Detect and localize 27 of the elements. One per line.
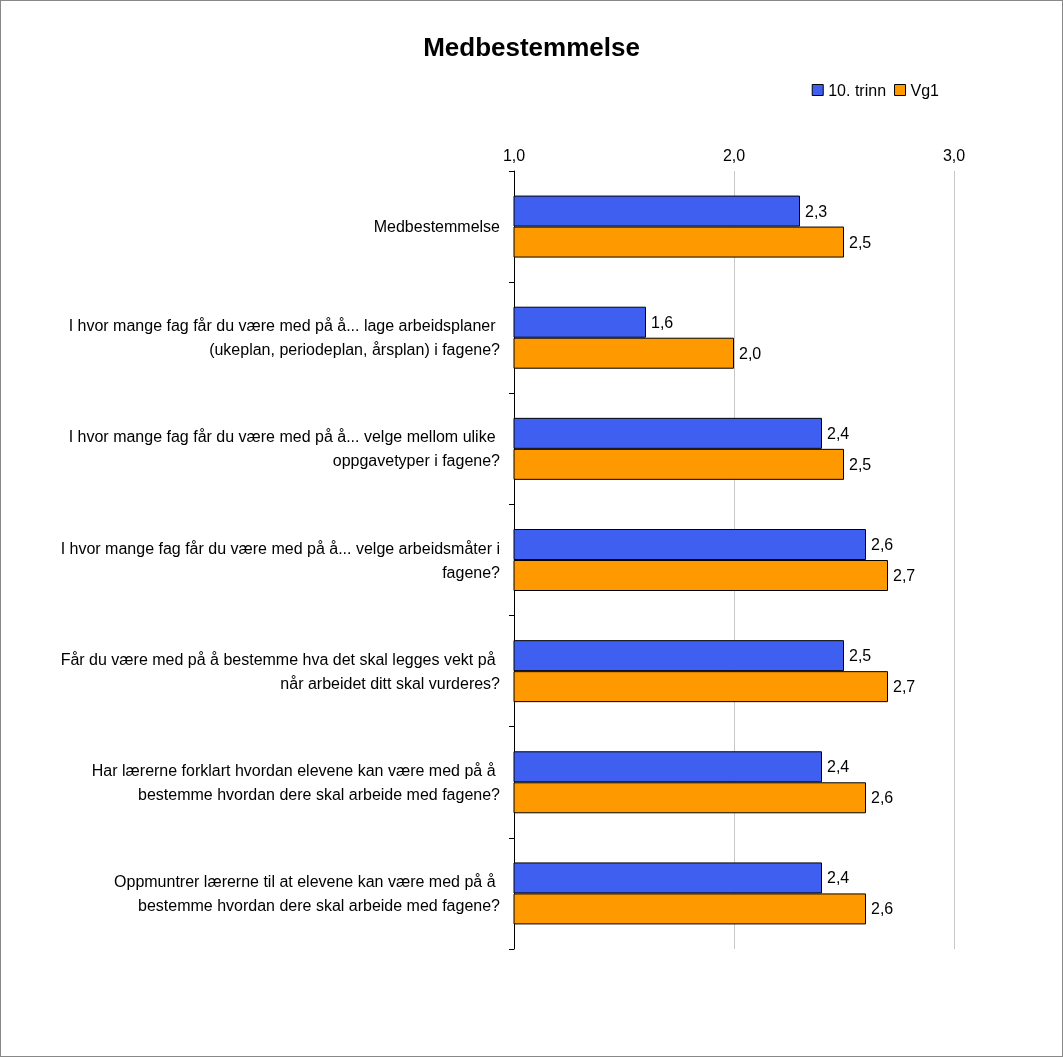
data-label: 2,5 — [849, 455, 872, 473]
data-label: 2,7 — [893, 678, 916, 696]
y-tick-label: Oppmuntrer lærerne til at elevene kan være med på å bestemme hvordan dere skal arbeide med fagene? — [114, 872, 501, 914]
chart-title: Medbestemmelse — [423, 32, 640, 62]
x-tick-label: 3,0 — [942, 146, 966, 164]
y-tick-label: Medbestemmelse — [373, 218, 501, 236]
legend-label: Vg1 — [910, 81, 940, 99]
legend-label: 10. trinn — [828, 81, 887, 99]
data-label: 2,6 — [871, 789, 894, 807]
data-label: 2,6 — [871, 900, 894, 918]
data-label: 1,6 — [651, 313, 674, 331]
data-label: 2,4 — [827, 424, 850, 442]
data-label: 2,4 — [827, 869, 850, 887]
y-tick-label: I hvor mange fag får du være med på å... lage arbeidsplaner (ukeplan, periodeplan, årsplan) i fagene? — [68, 317, 501, 359]
data-label: 2,5 — [849, 647, 872, 665]
data-label: 2,7 — [893, 567, 916, 584]
y-tick-label: I hvor mange fag får du være med på å... velge mellom ulike oppgavetyper i fagene? — [68, 428, 501, 470]
data-label: 2,0 — [739, 344, 762, 362]
data-label: 2,5 — [849, 233, 872, 251]
y-tick-label: Har lærerne forklart hvordan elevene kan være med på å bestemme hvordan dere skal arbeide med fagene? — [91, 761, 501, 803]
y-tick-label: I hvor mange fag får du være med på å... velge arbeidsmåter i fagene? — [60, 539, 501, 581]
data-label: 2,6 — [871, 536, 894, 553]
x-tick-label: 2,0 — [722, 146, 746, 164]
data-label: 2,3 — [805, 202, 828, 220]
x-tick-label: 1,0 — [502, 146, 526, 164]
y-tick-label: Får du være med på å bestemme hva det skal legges vekt på når arbeidet ditt skal vurderes? — [60, 650, 501, 692]
data-label: 2,4 — [827, 758, 850, 776]
